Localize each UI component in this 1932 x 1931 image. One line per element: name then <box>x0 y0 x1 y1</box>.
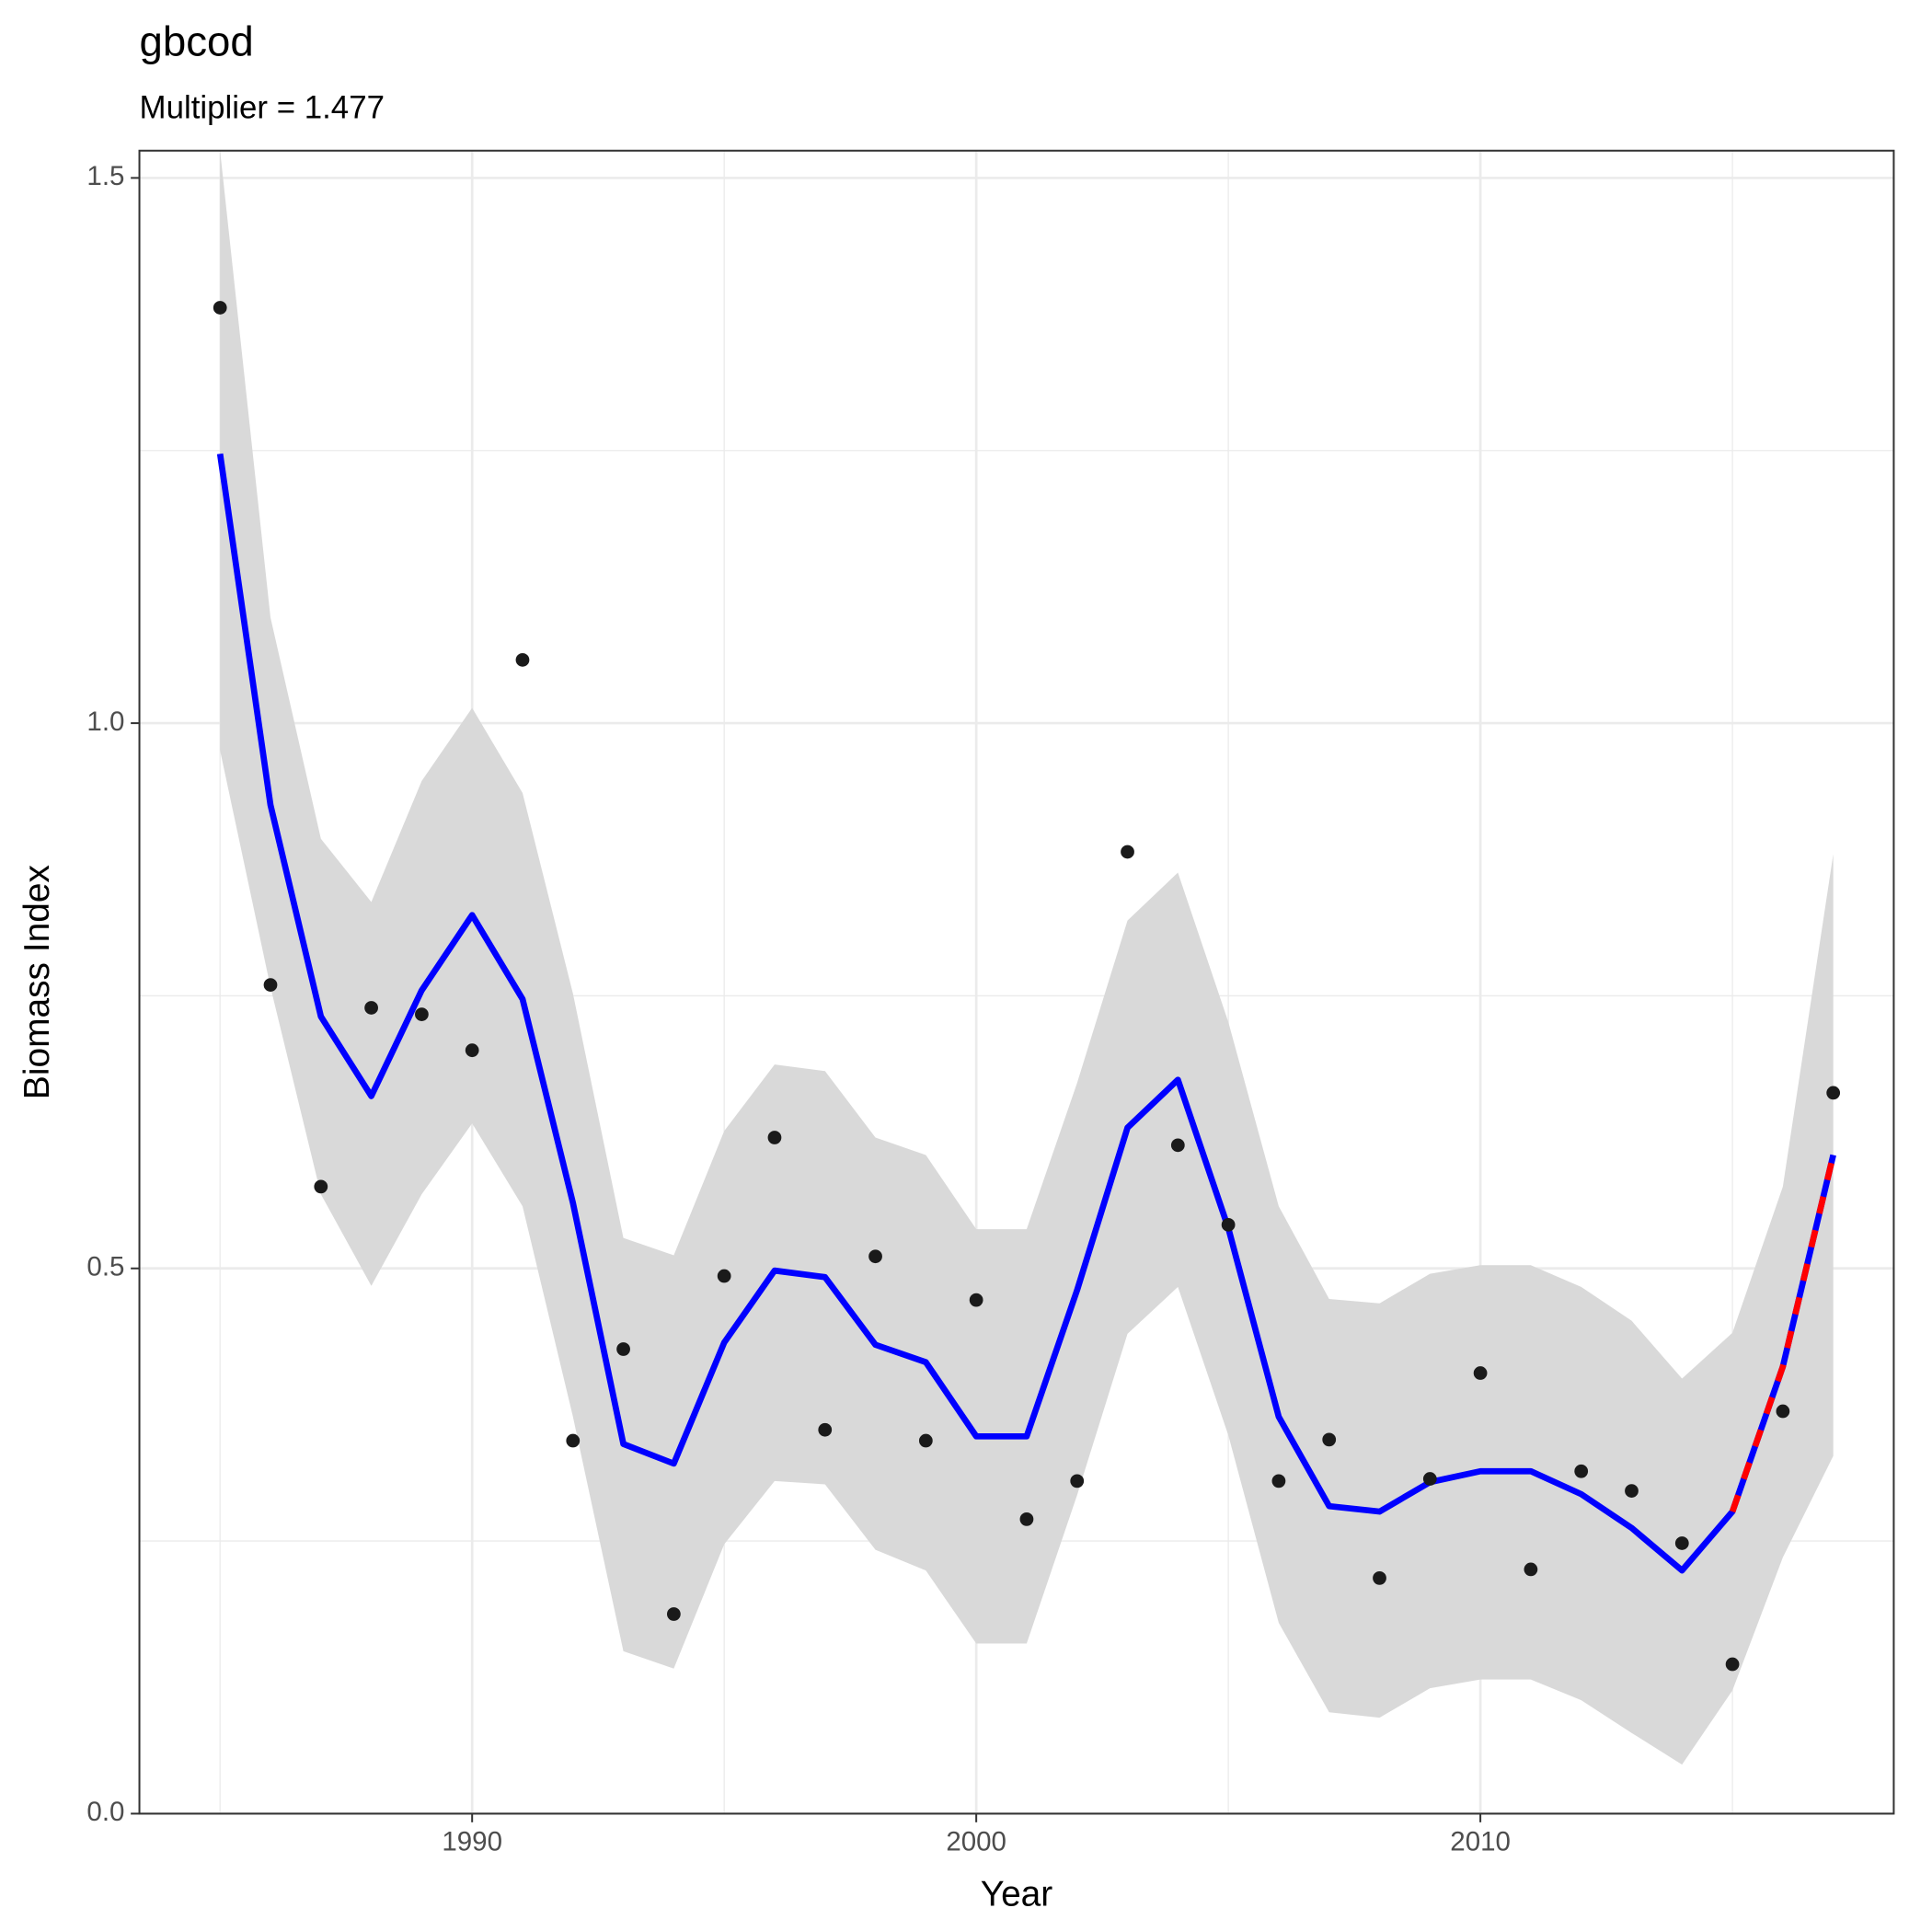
data-point <box>717 1269 731 1283</box>
data-point <box>969 1293 983 1307</box>
smooth-line <box>216 453 1836 1574</box>
data-point <box>918 1433 933 1448</box>
data-point <box>616 1342 630 1356</box>
data-point <box>666 1607 681 1621</box>
chart-subtitle: Multiplier = 1.477 <box>140 90 385 126</box>
panel-border <box>138 149 1895 1815</box>
chart-title: gbcod <box>140 17 254 64</box>
y-tick-label: 0.0 <box>86 1797 124 1827</box>
data-point <box>515 652 530 667</box>
data-point <box>818 1422 833 1437</box>
projection-line <box>1729 1154 1836 1513</box>
data-point <box>868 1249 882 1264</box>
data-point <box>415 1007 429 1021</box>
data-point <box>1373 1571 1386 1585</box>
data-point <box>1473 1366 1488 1380</box>
data-point <box>1170 1138 1185 1153</box>
x-axis-title: Year <box>981 1875 1053 1914</box>
x-tick-label: 2010 <box>1450 1826 1511 1856</box>
data-point <box>465 1043 479 1058</box>
data-point <box>1070 1474 1085 1488</box>
data-point <box>1776 1404 1790 1419</box>
x-tick-label: 1990 <box>442 1826 502 1856</box>
data-point <box>314 1179 328 1194</box>
data-point <box>1322 1432 1337 1447</box>
y-tick-label: 0.5 <box>86 1252 124 1282</box>
data-point <box>1524 1562 1538 1577</box>
data-point <box>1019 1512 1034 1526</box>
data-point <box>1422 1472 1437 1486</box>
data-point <box>263 978 278 992</box>
data-point <box>1625 1484 1639 1498</box>
data-point <box>1121 845 1134 859</box>
data-point <box>213 301 227 315</box>
data-point <box>566 1433 581 1448</box>
data-point <box>1271 1474 1286 1488</box>
x-tick-label: 2000 <box>946 1826 1006 1856</box>
y-axis-title: Biomass Index <box>17 865 57 1100</box>
data-point <box>364 1001 378 1015</box>
data-point <box>1221 1217 1236 1232</box>
y-tick-label: 1.5 <box>86 161 124 191</box>
confidence-band <box>220 150 1834 1765</box>
data-point <box>1725 1657 1740 1672</box>
data-point <box>1574 1464 1589 1478</box>
y-tick-label: 1.0 <box>86 707 124 737</box>
data-point <box>1826 1086 1841 1100</box>
data-point <box>767 1131 782 1144</box>
data-point <box>1674 1536 1689 1550</box>
